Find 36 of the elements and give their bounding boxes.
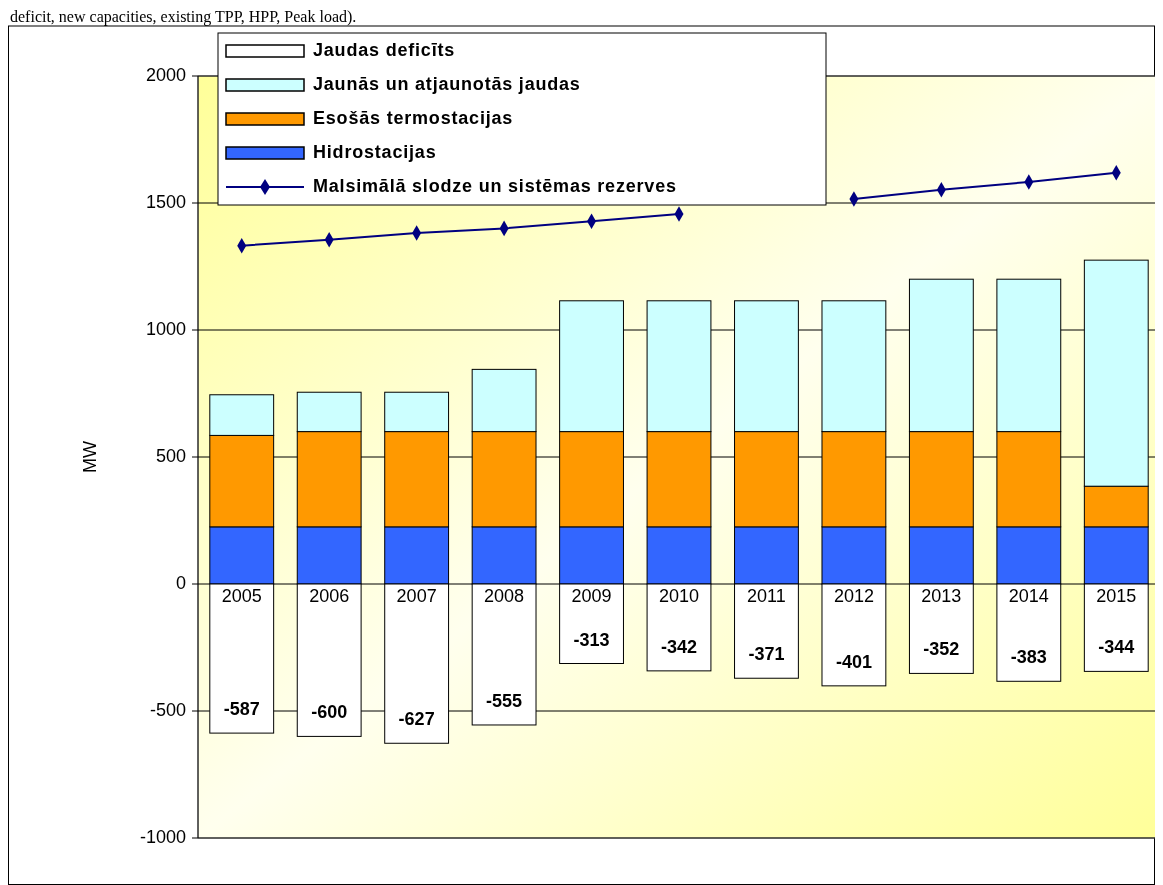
legend-label: Esošās termostacijas (313, 107, 514, 128)
legend-label: Jaudas deficīts (313, 39, 456, 60)
data-label: -371 (748, 644, 785, 665)
legend-label: Jaunās un atjaunotās jaudas (313, 73, 581, 94)
y-tick-label: 1000 (145, 318, 186, 339)
x-tick-label: 2015 (1096, 586, 1137, 606)
y-tick-label: -1000 (139, 826, 186, 847)
x-tick-label: 2006 (309, 586, 350, 606)
data-label: -313 (573, 629, 610, 650)
legend-label: Hidrostacijas (313, 141, 437, 162)
data-label: -383 (1010, 647, 1047, 668)
data-label: -342 (660, 636, 698, 657)
y-tick-label: 2000 (145, 64, 186, 85)
data-label: -352 (923, 639, 960, 660)
x-tick-label: 2012 (833, 586, 874, 606)
y-tick-label: 1500 (145, 191, 186, 212)
x-tick-label: 2009 (571, 586, 612, 606)
data-label: -401 (835, 651, 872, 672)
x-tick-label: 2013 (921, 586, 962, 606)
x-tick-label: 2005 (221, 586, 262, 606)
data-label: -344 (1098, 637, 1135, 658)
data-label: -627 (398, 709, 435, 730)
x-tick-label: 2014 (1008, 586, 1049, 606)
data-label: -587 (223, 699, 260, 720)
y-tick-label: -500 (149, 699, 186, 720)
text: deficit, new capacities, existing TPP, HPP, Peak load). (10, 8, 357, 26)
y-tick-label: 500 (155, 445, 186, 466)
data-label: -600 (311, 702, 348, 723)
y-axis-title: MW (80, 441, 100, 473)
x-tick-label: 2011 (747, 586, 786, 606)
x-tick-label: 2007 (396, 586, 437, 606)
x-tick-label: 2010 (658, 586, 700, 606)
y-tick-label: 0 (175, 572, 186, 593)
legend-label: Malsimālā slodze un sistēmas rezerves (313, 175, 677, 196)
x-tick-label: 2008 (484, 586, 525, 606)
data-label: -555 (486, 690, 523, 711)
